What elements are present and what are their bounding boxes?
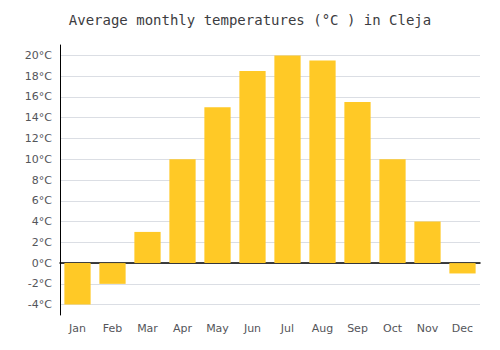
svg-text:12°C: 12°C — [25, 132, 52, 145]
svg-text:Sep: Sep — [347, 322, 368, 335]
svg-text:Jan: Jan — [68, 322, 86, 335]
svg-text:4°C: 4°C — [32, 215, 52, 228]
svg-text:Mar: Mar — [137, 322, 158, 335]
svg-text:Feb: Feb — [103, 322, 122, 335]
svg-text:0°C: 0°C — [32, 257, 52, 270]
svg-text:Oct: Oct — [383, 322, 403, 335]
svg-text:2°C: 2°C — [32, 236, 52, 249]
svg-text:-4°C: -4°C — [28, 298, 52, 311]
svg-text:18°C: 18°C — [25, 70, 52, 83]
svg-text:Apr: Apr — [173, 322, 193, 335]
svg-text:8°C: 8°C — [32, 174, 52, 187]
svg-text:-2°C: -2°C — [28, 277, 52, 290]
svg-text:14°C: 14°C — [25, 111, 52, 124]
svg-text:Jul: Jul — [280, 322, 294, 335]
svg-text:6°C: 6°C — [32, 194, 52, 207]
svg-text:Jun: Jun — [243, 322, 261, 335]
svg-text:Dec: Dec — [452, 322, 473, 335]
svg-text:10°C: 10°C — [25, 153, 52, 166]
svg-text:Aug: Aug — [312, 322, 333, 335]
svg-text:Average monthly temperatures (: Average monthly temperatures (°C ) in Cl… — [69, 12, 431, 28]
svg-text:16°C: 16°C — [25, 90, 52, 103]
svg-text:May: May — [206, 322, 229, 335]
svg-text:20°C: 20°C — [25, 49, 52, 62]
svg-text:Nov: Nov — [417, 322, 439, 335]
